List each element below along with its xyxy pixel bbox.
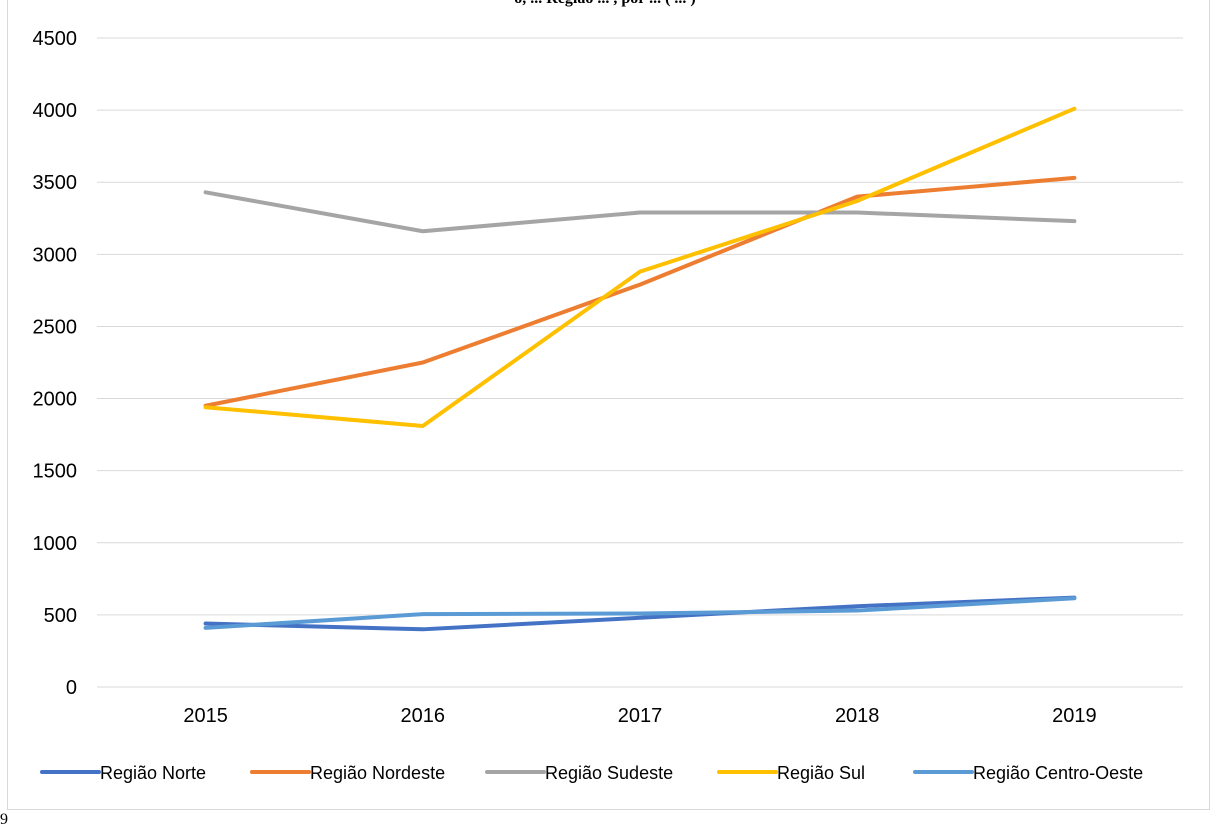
legend-item: Região Sudeste: [485, 763, 673, 783]
series-line: [203, 190, 1077, 234]
legend-item: Região Norte: [40, 763, 206, 783]
series-line: [203, 596, 1077, 630]
y-tick-label: 500: [44, 605, 77, 627]
chart-header-fragment: o, ... Região ... , por ... ( ... ): [0, 0, 1210, 8]
y-tick-label: 3500: [33, 172, 78, 194]
series-line: [203, 106, 1077, 428]
series-line: [203, 595, 1077, 632]
y-tick-label: 2500: [33, 316, 78, 338]
series-line: [203, 175, 1077, 408]
x-tick-label: 2015: [183, 705, 228, 727]
y-tick-label: 4000: [33, 100, 78, 122]
y-tick-label: 3000: [33, 244, 78, 266]
legend-label: Região Centro-Oeste: [973, 763, 1143, 783]
y-tick-label: 4500: [33, 28, 78, 50]
y-tick-label: 0: [66, 677, 77, 699]
legend: Região Norte Região Nordeste Região Sudest…: [40, 763, 1143, 783]
x-tick-label: 2019: [1052, 705, 1097, 727]
series-lines: [203, 106, 1077, 632]
x-tick-label: 2017: [618, 705, 663, 727]
x-axis: 2015 2016 2017 2018 2019: [183, 705, 1096, 727]
x-tick-label: 2018: [835, 705, 880, 727]
y-tick-label: 2000: [33, 389, 78, 411]
legend-label: Região Sudeste: [545, 763, 673, 783]
y-tick-label: 1500: [33, 461, 78, 483]
header-clip: o, ... Região ... , por ... ( ... ): [0, 0, 1210, 8]
gridlines: [97, 37, 1183, 688]
legend-item: Região Nordeste: [250, 763, 445, 783]
y-tick-label: 1000: [33, 533, 78, 555]
y-axis: 0 500 1000 1500 2000 2500 3000 3500 4000 4500: [33, 28, 78, 699]
legend-item: Região Sul: [717, 763, 865, 783]
legend-label: Região Norte: [100, 763, 206, 783]
page-fragment: 9: [0, 811, 8, 828]
legend-label: Região Nordeste: [310, 763, 445, 783]
x-tick-label: 2016: [401, 705, 446, 727]
legend-label: Região Sul: [777, 763, 865, 783]
legend-item: Região Centro-Oeste: [913, 763, 1143, 783]
